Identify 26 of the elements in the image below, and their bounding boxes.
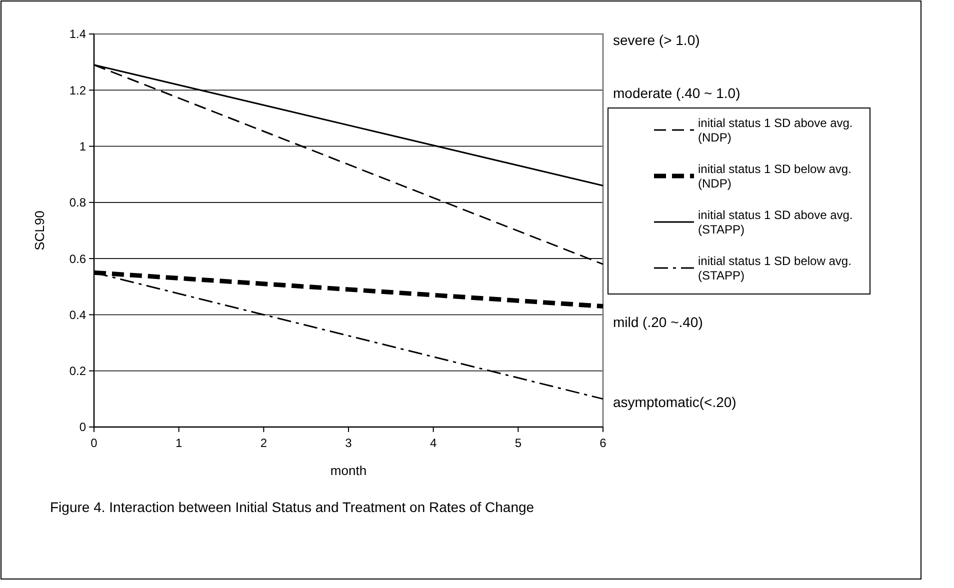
legend-label: initial status 1 SD above avg. (STAPP) bbox=[698, 208, 856, 237]
text: severe (> 1.0) bbox=[613, 32, 700, 48]
y-tick-label: 0.8 bbox=[69, 196, 86, 210]
legend-label: initial status 1 SD below avg. (STAPP) bbox=[698, 254, 855, 283]
text: moderate (.40 ~ 1.0) bbox=[613, 84, 740, 101]
y-tick-label: 0.4 bbox=[69, 308, 86, 322]
y-tick-label: 1 bbox=[79, 139, 86, 154]
y-tick-label: 1.2 bbox=[69, 83, 86, 98]
text: Figure 4. Interaction between Initial Status and Treatment on Rates of Change bbox=[50, 499, 534, 515]
x-tick-label: 2 bbox=[260, 436, 268, 450]
legend-label: initial status 1 SD above avg. (NDP) bbox=[698, 116, 856, 145]
x-tick-label: 6 bbox=[600, 436, 607, 450]
y-tick-label: 0.2 bbox=[69, 364, 86, 378]
text: asymptomatic(<.20) bbox=[613, 394, 736, 410]
y-tick-label: 0.6 bbox=[69, 252, 86, 266]
text: mild (.20 ~.40) bbox=[613, 314, 703, 330]
x-tick-label: 4 bbox=[430, 436, 437, 450]
y-axis-title: SCL90 bbox=[32, 210, 47, 250]
x-axis-title: month bbox=[330, 463, 367, 478]
x-tick-label: 0 bbox=[90, 436, 98, 450]
x-tick-label: 3 bbox=[345, 436, 352, 450]
y-tick-label: 1.4 bbox=[69, 27, 86, 42]
x-tick-label: 1 bbox=[175, 436, 182, 450]
y-tick-label: 0 bbox=[79, 420, 86, 434]
x-tick-label: 5 bbox=[514, 436, 522, 450]
legend-label: initial status 1 SD below avg. (NDP) bbox=[698, 162, 855, 191]
